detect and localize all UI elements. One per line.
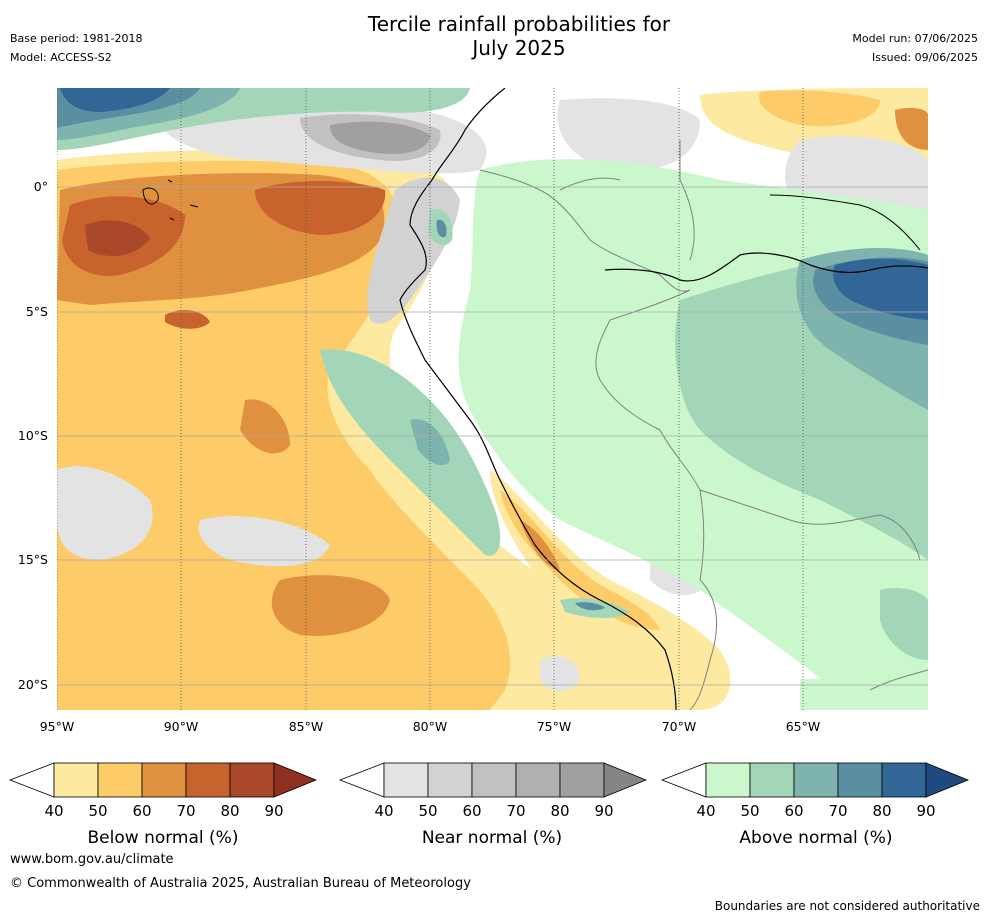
model-run: Model run: 07/06/2025 xyxy=(852,32,978,45)
lat-label-15s: 15°S xyxy=(18,552,48,567)
above-normal-title: Above normal (%) xyxy=(739,828,892,848)
map-grid xyxy=(57,186,928,686)
base-period: Base period: 1981-2018 xyxy=(10,32,143,45)
above-tick-50: 50 xyxy=(740,802,759,820)
river-north xyxy=(769,194,921,251)
galapagos-islands xyxy=(142,179,199,221)
issued-date: Issued: 09/06/2025 xyxy=(871,51,978,64)
coastline xyxy=(399,88,677,710)
above-normal-region-north-ocean-90 xyxy=(60,88,170,112)
near-normal-region-west xyxy=(57,466,153,560)
colorbar-near-normal: 40 50 60 70 80 90 Near normal (%) xyxy=(338,762,648,848)
map-title: Tercile rainfall probabilities for July … xyxy=(294,12,744,60)
near-normal-region-ec xyxy=(557,98,700,171)
near-normal-title: Near normal (%) xyxy=(422,828,562,848)
lon-label-90w: 90°W xyxy=(164,719,199,734)
below-normal-region-ocean-70b xyxy=(271,575,390,636)
near-tick-60: 60 xyxy=(462,802,481,820)
below-normal-region-ocean-70c xyxy=(240,399,290,454)
lon-label-80w: 80°W xyxy=(413,719,448,734)
above-tick-70: 70 xyxy=(828,802,847,820)
near-normal-region-w2 xyxy=(198,516,330,567)
below-normal-region-ocean-80c xyxy=(165,310,210,329)
title-line-2: July 2025 xyxy=(472,36,566,60)
lon-label-95w: 95°W xyxy=(40,719,75,734)
near-tick-50: 50 xyxy=(418,802,437,820)
lat-label-0: 0° xyxy=(34,179,48,194)
lat-label-20s: 20°S xyxy=(18,677,48,692)
above-normal-region-south-80 xyxy=(575,602,605,611)
below-normal-region-ne-70 xyxy=(895,107,928,150)
near-tick-70: 70 xyxy=(506,802,525,820)
lon-label-85w: 85°W xyxy=(289,719,324,734)
copyright-text: © Commonwealth of Australia 2025, Austra… xyxy=(10,876,471,891)
lat-label-5s: 5°S xyxy=(26,304,48,319)
below-tick-70: 70 xyxy=(176,802,195,820)
amazon-river xyxy=(604,252,928,282)
country-boundaries xyxy=(479,140,928,710)
above-tick-60: 60 xyxy=(784,802,803,820)
below-tick-90: 90 xyxy=(264,802,283,820)
lon-label-70w: 70°W xyxy=(662,719,697,734)
model-name: Model: ACCESS-S2 xyxy=(10,51,112,64)
below-tick-80: 80 xyxy=(220,802,239,820)
below-normal-region-coast-70 xyxy=(520,520,560,570)
meta-left: Base period: 1981-2018 Model: ACCESS-S2 xyxy=(10,32,142,70)
below-normal-title: Below normal (%) xyxy=(88,828,239,848)
above-normal-region-ec-80 xyxy=(436,219,447,238)
above-normal-region-sw xyxy=(800,678,870,710)
above-tick-80: 80 xyxy=(872,802,891,820)
near-normal-region-s xyxy=(540,656,580,692)
meta-right: Model run: 07/06/2025 Issued: 09/06/2025 xyxy=(852,32,978,70)
near-tick-90: 90 xyxy=(594,802,613,820)
below-normal-region-ocean-90 xyxy=(85,220,150,257)
above-normal-region-peru-coast xyxy=(320,349,501,556)
lon-label-75w: 75°W xyxy=(537,719,572,734)
website-link[interactable]: www.bom.gov.au/climate xyxy=(10,852,174,867)
below-tick-40: 40 xyxy=(44,802,63,820)
below-normal-region-coast xyxy=(490,470,731,710)
disclaimer-text: Boundaries are not considered authoritat… xyxy=(714,899,980,913)
map-plot-area xyxy=(57,88,928,710)
lon-label-65w: 65°W xyxy=(786,719,821,734)
below-normal-region-ocean-80b xyxy=(255,181,386,235)
below-tick-60: 60 xyxy=(132,802,151,820)
near-tick-80: 80 xyxy=(550,802,569,820)
title-line-1: Tercile rainfall probabilities for xyxy=(367,12,671,36)
colorbar-above-normal: 40 50 60 70 80 90 Above normal (%) xyxy=(660,762,970,848)
above-tick-90: 90 xyxy=(916,802,935,820)
below-normal-region-coast-60 xyxy=(500,490,660,630)
below-normal-region-ne-60 xyxy=(759,90,880,127)
above-tick-40: 40 xyxy=(696,802,715,820)
above-normal-region-se xyxy=(880,588,928,660)
near-normal-region-north-70 xyxy=(330,121,430,155)
below-tick-50: 50 xyxy=(88,802,107,820)
near-tick-40: 40 xyxy=(374,802,393,820)
colorbar-below-normal: 40 50 60 70 80 90 Below normal (%) xyxy=(8,762,318,848)
lat-label-10s: 10°S xyxy=(18,428,48,443)
above-normal-region-amazon-90 xyxy=(833,258,928,320)
